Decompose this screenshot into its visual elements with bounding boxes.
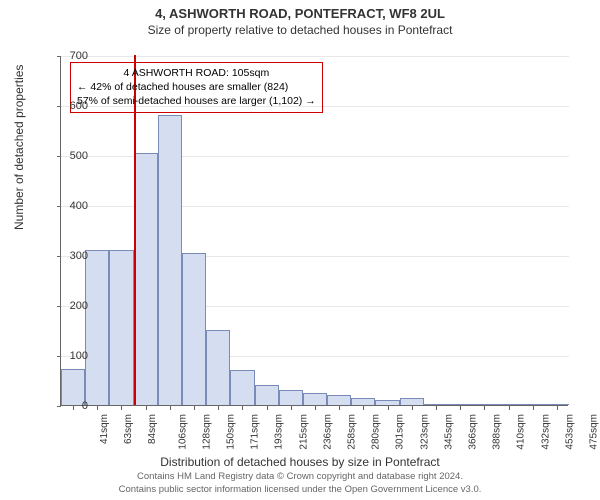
y-tick-label: 0 — [82, 400, 88, 412]
x-tick-label: 301sqm — [395, 414, 406, 450]
x-tick-mark — [436, 406, 437, 410]
x-tick-label: 41sqm — [99, 414, 110, 444]
footer-line-2: Contains public sector information licen… — [0, 484, 600, 496]
x-tick-mark — [146, 406, 147, 410]
y-tick-mark — [57, 256, 61, 257]
annotation-line: 57% of semi-detached houses are larger (… — [77, 94, 316, 108]
x-tick-mark — [170, 406, 171, 410]
histogram-bar — [303, 393, 327, 406]
x-tick-label: 106sqm — [177, 414, 188, 450]
histogram-bar — [400, 398, 424, 406]
y-tick-label: 600 — [70, 100, 88, 112]
x-tick-mark — [97, 406, 98, 410]
histogram-bar — [158, 115, 182, 405]
y-tick-mark — [57, 206, 61, 207]
x-tick-label: 410sqm — [516, 414, 527, 450]
y-tick-label: 200 — [70, 300, 88, 312]
histogram-bar — [230, 370, 254, 405]
x-tick-mark — [363, 406, 364, 410]
y-tick-label: 500 — [70, 150, 88, 162]
x-tick-label: 236sqm — [322, 414, 333, 450]
x-tick-mark — [291, 406, 292, 410]
x-tick-label: 432sqm — [540, 414, 551, 450]
x-tick-mark — [218, 406, 219, 410]
histogram-bar — [327, 395, 351, 405]
y-tick-label: 300 — [70, 250, 88, 262]
x-tick-mark — [557, 406, 558, 410]
x-tick-label: 388sqm — [492, 414, 503, 450]
histogram-bar — [521, 404, 545, 405]
x-tick-mark — [412, 406, 413, 410]
histogram-bar — [134, 153, 158, 406]
x-tick-mark — [388, 406, 389, 410]
grid-line — [61, 56, 569, 57]
x-tick-mark — [121, 406, 122, 410]
x-tick-label: 215sqm — [298, 414, 309, 450]
x-tick-mark — [194, 406, 195, 410]
x-tick-label: 171sqm — [250, 414, 261, 450]
annotation-line: ← 42% of detached houses are smaller (82… — [77, 80, 316, 94]
x-tick-label: 63sqm — [123, 414, 134, 444]
y-axis-label: Number of detached properties — [12, 65, 26, 230]
x-tick-label: 193sqm — [274, 414, 285, 450]
y-tick-label: 700 — [70, 50, 88, 62]
x-tick-mark — [73, 406, 74, 410]
x-tick-mark — [533, 406, 534, 410]
histogram-bar — [206, 330, 230, 405]
x-tick-label: 258sqm — [347, 414, 358, 450]
histogram-bar — [182, 253, 206, 406]
histogram-bar — [85, 250, 109, 405]
x-tick-label: 475sqm — [588, 414, 599, 450]
page-title: 4, ASHWORTH ROAD, PONTEFRACT, WF8 2UL — [0, 0, 600, 21]
histogram-bar — [424, 404, 448, 405]
x-tick-mark — [242, 406, 243, 410]
histogram-bar — [279, 390, 303, 405]
x-tick-mark — [315, 406, 316, 410]
x-tick-label: 150sqm — [226, 414, 237, 450]
x-tick-label: 280sqm — [371, 414, 382, 450]
annotation-line: 4 ASHWORTH ROAD: 105sqm — [77, 66, 316, 80]
histogram-bar — [496, 404, 520, 405]
y-tick-mark — [57, 106, 61, 107]
x-tick-mark — [339, 406, 340, 410]
x-tick-label: 323sqm — [419, 414, 430, 450]
histogram-bar — [375, 400, 399, 405]
y-tick-label: 400 — [70, 200, 88, 212]
x-tick-label: 128sqm — [201, 414, 212, 450]
histogram-bar — [448, 404, 472, 405]
x-axis-label: Distribution of detached houses by size … — [0, 455, 600, 469]
annotation-box: 4 ASHWORTH ROAD: 105sqm← 42% of detached… — [70, 62, 323, 113]
histogram-bar — [109, 250, 133, 405]
y-tick-mark — [57, 406, 61, 407]
x-tick-mark — [267, 406, 268, 410]
histogram-bar — [255, 385, 279, 405]
y-tick-label: 100 — [70, 350, 88, 362]
x-tick-mark — [460, 406, 461, 410]
footer-line-1: Contains HM Land Registry data © Crown c… — [0, 471, 600, 483]
y-tick-mark — [57, 356, 61, 357]
x-tick-label: 84sqm — [147, 414, 158, 444]
y-tick-mark — [57, 156, 61, 157]
x-tick-label: 366sqm — [468, 414, 479, 450]
histogram-bar — [472, 404, 496, 405]
x-tick-label: 345sqm — [443, 414, 454, 450]
y-tick-mark — [57, 306, 61, 307]
histogram-bar — [351, 398, 375, 406]
x-tick-mark — [484, 406, 485, 410]
x-tick-label: 453sqm — [564, 414, 575, 450]
page-subtitle: Size of property relative to detached ho… — [0, 21, 600, 37]
footer-credits: Contains HM Land Registry data © Crown c… — [0, 471, 600, 496]
y-tick-mark — [57, 56, 61, 57]
x-tick-mark — [509, 406, 510, 410]
histogram-bar — [545, 404, 569, 405]
